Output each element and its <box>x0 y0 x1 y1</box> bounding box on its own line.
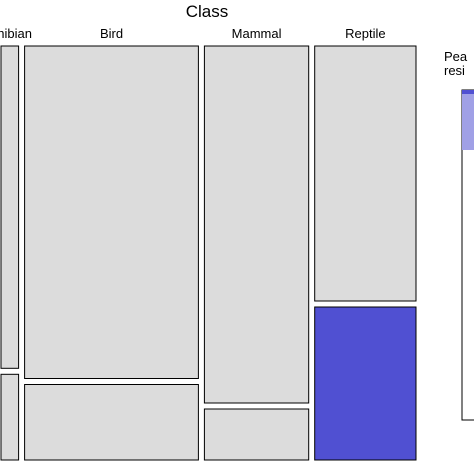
category-label-mammal: Mammal <box>232 26 282 41</box>
chart-title: Class <box>186 2 229 21</box>
legend-segment-dark <box>462 90 474 94</box>
mosaic-cell-mammal-lower <box>203 408 310 461</box>
category-label-amphibian: phibian <box>0 26 32 41</box>
legend: Pea resi <box>444 49 474 421</box>
mosaic-cell-bird-upper <box>24 45 199 379</box>
legend-title-line-2: resi <box>444 63 465 78</box>
category-label-bird: Bird <box>100 26 123 41</box>
mosaic-cell-mammal-upper <box>203 45 310 404</box>
legend-title-line-1: Pea <box>444 49 468 64</box>
mosaic-cell-reptile-upper <box>314 45 417 302</box>
category-labels: phibian Bird Mammal Reptile <box>0 26 386 41</box>
category-label-reptile: Reptile <box>345 26 385 41</box>
mosaic-cell-reptile-lower <box>314 306 417 461</box>
mosaic-cells <box>0 45 417 461</box>
mosaic-cell-amphibian-upper <box>0 45 20 369</box>
legend-segment-light <box>462 94 474 150</box>
mosaic-cell-bird-lower <box>24 384 199 461</box>
mosaic-cell-amphibian-lower <box>0 373 20 461</box>
